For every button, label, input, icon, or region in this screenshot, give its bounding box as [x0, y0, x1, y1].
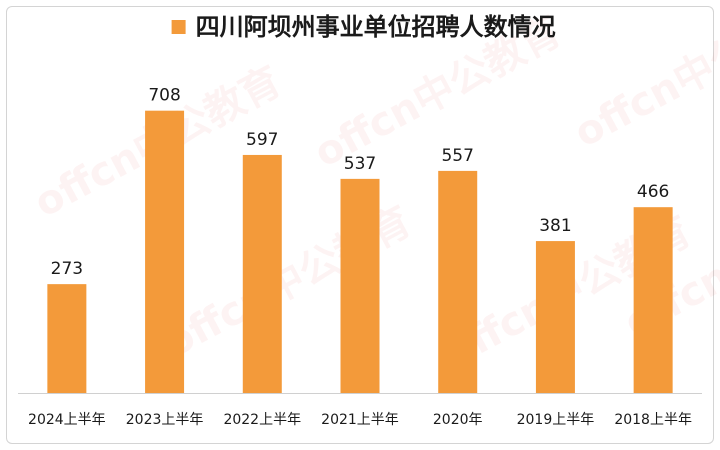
x-tick-label: 2024上半年 [28, 412, 106, 428]
x-tick-label: 2023上半年 [126, 412, 204, 428]
bar [145, 110, 185, 393]
x-tick-label: 2019上半年 [517, 412, 595, 428]
data-label: 381 [539, 216, 571, 236]
bar [535, 241, 575, 393]
legend-label: 四川阿坝州事业单位招聘人数情况 [196, 13, 556, 41]
x-tick-label: 2021上半年 [321, 412, 399, 428]
x-tick-label: 2018上半年 [614, 412, 692, 428]
x-tick-label: 2022上半年 [223, 412, 301, 428]
bar [242, 154, 282, 393]
data-label: 537 [344, 154, 376, 174]
legend-swatch [171, 20, 186, 34]
bar [438, 170, 478, 393]
data-label: 708 [148, 86, 180, 106]
data-label: 557 [441, 146, 473, 166]
bar [47, 284, 87, 393]
bar [633, 207, 673, 393]
bar [340, 178, 380, 393]
data-label: 597 [246, 130, 278, 150]
data-label: 466 [637, 182, 669, 202]
x-tick-label: 2020年 [433, 412, 483, 428]
data-label: 273 [51, 259, 83, 279]
